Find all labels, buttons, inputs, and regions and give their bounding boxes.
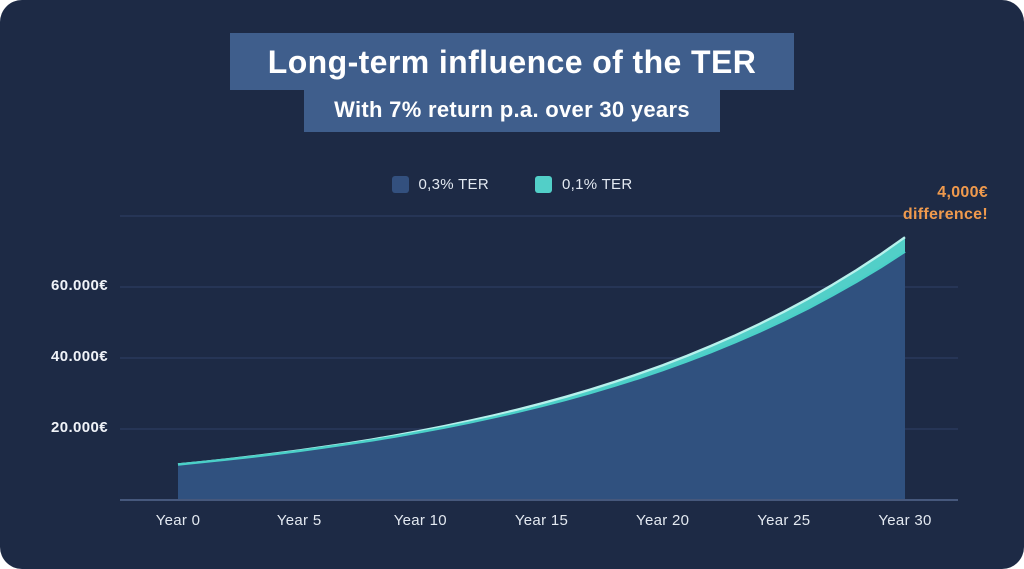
title-banner: Long-term influence of the TER <box>229 33 795 90</box>
y-tick-label: 20.000€ <box>50 419 108 436</box>
difference-annotation: 4,000€ difference! <box>903 182 988 225</box>
x-tick-label: Year 20 <box>636 512 690 529</box>
x-tick-label: Year 15 <box>514 512 569 529</box>
legend: 0,3% TER 0,1% TER <box>0 176 1024 193</box>
legend-swatch-teal <box>535 176 552 193</box>
chart-title: Long-term influence of the TER <box>267 44 757 80</box>
chart-subtitle: With 7% return p.a. over 30 years <box>334 97 690 122</box>
x-tick-label: Year 10 <box>393 512 447 529</box>
header: Long-term influence of the TER With 7% r… <box>0 33 1024 132</box>
area-series-03TER <box>178 251 905 500</box>
legend-item-03-ter: 0,3% TER <box>391 176 490 193</box>
x-tick-label: Year 5 <box>276 512 322 529</box>
x-tick-label: Year 0 <box>155 512 201 529</box>
annotation-amount: 4,000€ <box>937 184 988 201</box>
legend-label: 0,3% TER <box>418 176 489 193</box>
y-tick-label: 60.000€ <box>50 277 108 294</box>
subtitle-banner: With 7% return p.a. over 30 years <box>304 90 720 132</box>
annotation-text: difference! <box>902 205 988 223</box>
legend-swatch-dark-blue <box>391 176 409 193</box>
x-tick-label: Year 25 <box>757 512 811 529</box>
x-tick-label: Year 30 <box>878 512 932 529</box>
line-series-03TER <box>177 250 906 466</box>
y-tick-label: 40.000€ <box>50 348 108 365</box>
legend-item-01-ter: 0,1% TER <box>535 176 633 193</box>
legend-label: 0,1% TER <box>562 176 633 193</box>
